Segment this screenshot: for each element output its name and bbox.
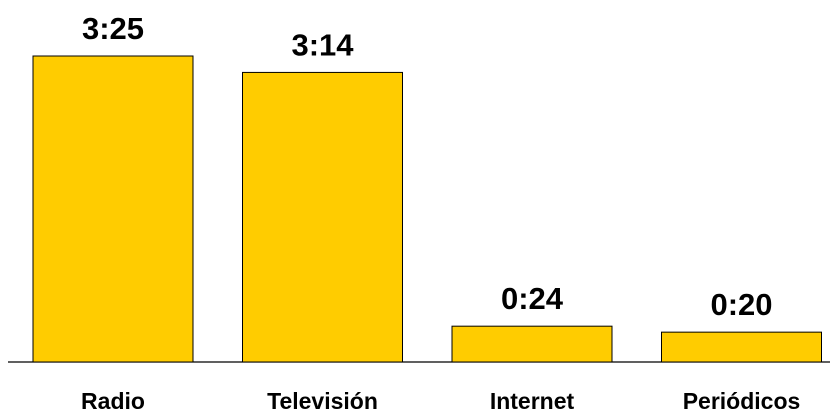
value-labels-group: 3:25 3:14 0:24 0:20 bbox=[82, 11, 773, 322]
bar-radio bbox=[32, 55, 194, 363]
bar-internet bbox=[451, 325, 613, 363]
bar-periodicos bbox=[661, 331, 822, 363]
category-label-radio: Radio bbox=[81, 388, 145, 414]
bars-group bbox=[32, 55, 822, 363]
value-label-radio: 3:25 bbox=[82, 11, 144, 46]
category-label-internet: Internet bbox=[490, 388, 575, 414]
value-label-internet: 0:24 bbox=[501, 281, 564, 316]
category-labels-group: Radio Televisión Internet Periódicos bbox=[81, 388, 800, 414]
value-label-periodicos: 0:20 bbox=[710, 287, 772, 322]
category-label-television: Televisión bbox=[267, 388, 378, 414]
value-label-television: 3:14 bbox=[291, 27, 354, 62]
bar-television bbox=[242, 71, 403, 363]
category-label-periodicos: Periódicos bbox=[683, 388, 801, 414]
